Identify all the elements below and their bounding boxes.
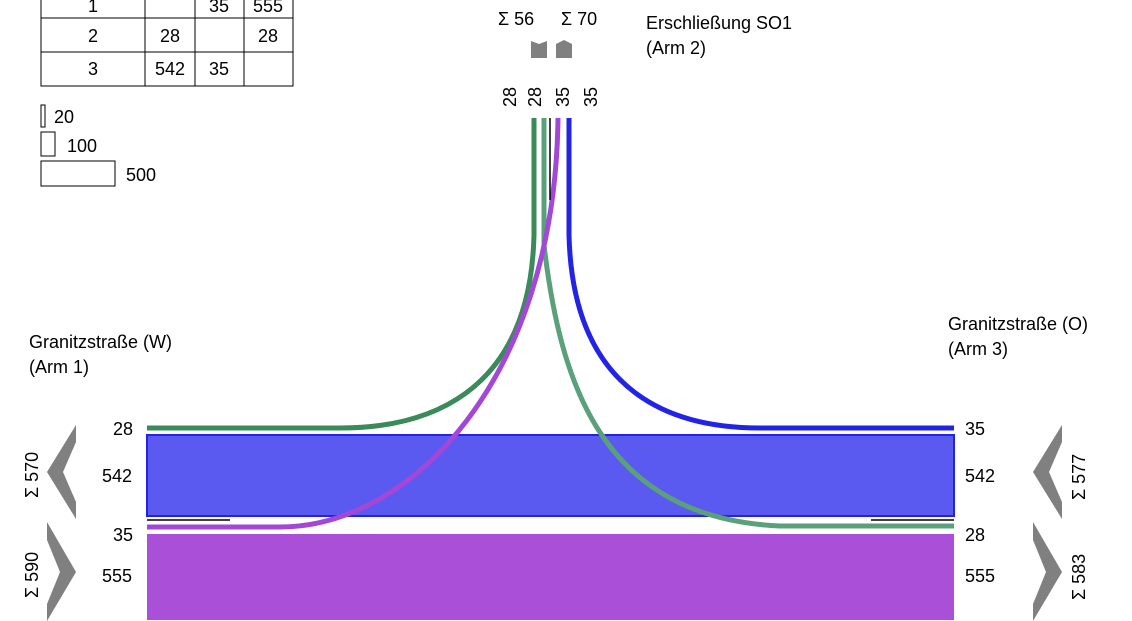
flow-arm3-to-arm2 [566,118,954,431]
east-arm-name: Granitzstraße (O) [948,314,1088,334]
flow-arm2-to-arm1 [147,118,537,431]
west-out-chevron-icon [47,425,76,519]
east-out-chevron-icon [1033,522,1062,621]
north-in-arrow-icon [556,40,572,58]
flow-arm2-to-arm3 [541,118,954,529]
east-sum-in: Σ 577 [1069,454,1089,500]
matrix-cell-3-1: 542 [155,59,185,79]
north-flow-label-2: 28 [525,87,545,107]
flow-band-arm3-to-arm1 [146,434,955,517]
west-arm-name: Granitzstraße (W) [29,332,172,352]
north-sum-in: Σ 70 [561,9,597,29]
matrix-cell-1-2: 35 [209,0,229,16]
east-in-chevron-icon [1033,425,1062,519]
north-sum-out: Σ 56 [498,9,534,29]
north-arm-name: Erschließung SO1 [646,13,792,33]
matrix-cell-2-3: 28 [258,26,278,46]
west-sum-out: Σ 570 [22,452,42,498]
matrix-row-3-label: 3 [88,59,98,79]
west-in-chevron-icon [47,522,76,621]
north-flow-label-1: 28 [500,87,520,107]
north-arm-number: (Arm 2) [646,38,706,58]
matrix-cell-3-2: 35 [209,59,229,79]
west-flow-label-28: 28 [113,419,133,439]
scale-label-500: 500 [126,165,156,185]
matrix-row-1-label: 1 [88,0,98,16]
west-flow-label-542: 542 [102,466,132,486]
north-out-arrow-icon [531,41,547,58]
flow-arm1-to-arm2 [147,117,561,530]
matrix-cell-2-1: 28 [160,26,180,46]
matrix-cell-1-3: 555 [253,0,283,16]
west-flow-label-555: 555 [102,566,132,586]
east-flow-label-542: 542 [965,466,995,486]
scale-label-100: 100 [67,136,97,156]
west-sum-in: Σ 590 [22,552,42,598]
scale-legend [40,104,116,187]
west-arm-number: (Arm 1) [29,357,89,377]
north-flow-label-3: 35 [553,87,573,107]
matrix-row-2-label: 2 [88,26,98,46]
north-flow-label-4: 35 [581,87,601,107]
west-flow-label-35: 35 [113,525,133,545]
east-arm-number: (Arm 3) [948,339,1008,359]
east-sum-out: Σ 583 [1069,554,1089,600]
flow-band-arm1-to-arm3 [147,534,954,620]
od-matrix-table [40,0,294,87]
east-flow-label-555: 555 [965,566,995,586]
scale-label-20: 20 [54,107,74,127]
east-flow-label-35: 35 [965,419,985,439]
east-flow-label-28: 28 [965,525,985,545]
